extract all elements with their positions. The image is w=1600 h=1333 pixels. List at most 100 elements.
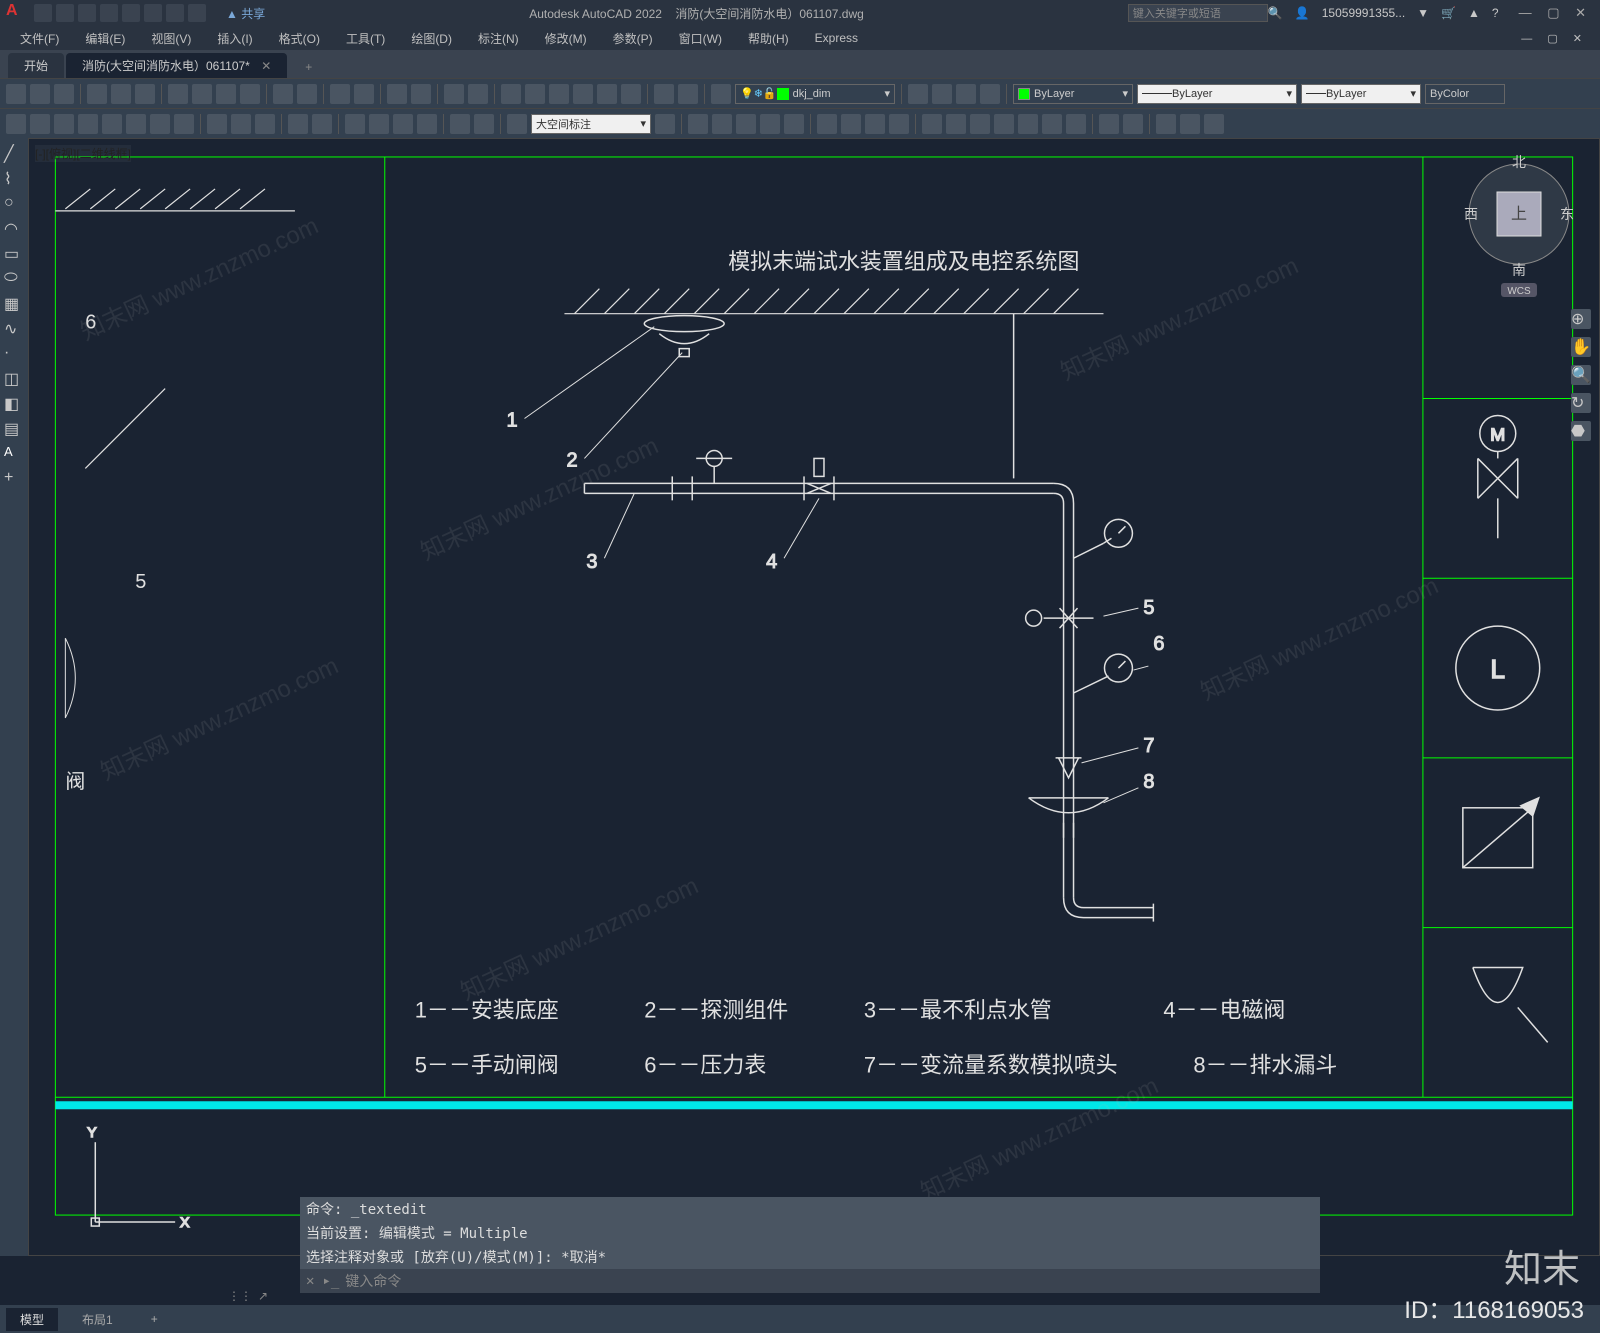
- cmd-close-icon[interactable]: ✕: [306, 1273, 314, 1289]
- help-icon[interactable]: ?: [1492, 6, 1499, 20]
- menu-draw[interactable]: 绘图(D): [399, 28, 464, 49]
- qat-redo-icon[interactable]: [188, 4, 206, 22]
- dimstyle-combo[interactable]: 大空间标注 ▾: [531, 114, 651, 134]
- plotstyle-combo[interactable]: ByColor: [1425, 84, 1505, 104]
- mod-mirror-icon[interactable]: [736, 114, 756, 134]
- color-combo[interactable]: ByLayer ▾: [1013, 84, 1133, 104]
- preview-icon[interactable]: [111, 84, 131, 104]
- user-icon[interactable]: 👤: [1295, 6, 1310, 20]
- qat-new-icon[interactable]: [34, 4, 52, 22]
- draworder2-icon[interactable]: [1123, 114, 1143, 134]
- undo2-icon[interactable]: [330, 84, 350, 104]
- qat-undo-icon[interactable]: [166, 4, 184, 22]
- orbit-icon[interactable]: ↻: [1571, 393, 1591, 413]
- qat-plot-icon[interactable]: [144, 4, 162, 22]
- dim-ang-icon[interactable]: [174, 114, 194, 134]
- cmd-icon[interactable]: [597, 84, 617, 104]
- autodesk-app-icon[interactable]: ▲: [1468, 6, 1480, 20]
- tab-start[interactable]: 开始: [8, 53, 64, 78]
- steering-icon[interactable]: [444, 84, 464, 104]
- layiso-icon[interactable]: [956, 84, 976, 104]
- print-icon[interactable]: [87, 84, 107, 104]
- match-icon[interactable]: [240, 84, 260, 104]
- ref-save-icon[interactable]: [1204, 114, 1224, 134]
- dimstyle-mgr-icon[interactable]: [655, 114, 675, 134]
- dim-arc-icon[interactable]: [54, 114, 74, 134]
- viewport-label[interactable]: [-][俯视][二维线框]: [35, 145, 131, 162]
- open-icon[interactable]: [30, 84, 50, 104]
- region-icon[interactable]: ◧: [4, 394, 24, 414]
- ref-edit-icon[interactable]: [1156, 114, 1176, 134]
- share-button[interactable]: ▲ 共享: [226, 5, 265, 22]
- help-search[interactable]: 键入关键字或短语: [1128, 4, 1268, 22]
- copy-icon[interactable]: [192, 84, 212, 104]
- menu-param[interactable]: 参数(P): [601, 28, 665, 49]
- rect-icon[interactable]: ▭: [4, 244, 24, 264]
- menu-edit[interactable]: 编辑(E): [73, 28, 137, 49]
- handle-icon[interactable]: ⋮⋮: [228, 1289, 252, 1303]
- layout1-tab[interactable]: 布局1: [68, 1308, 127, 1331]
- block-ins-icon[interactable]: ◫: [4, 369, 24, 389]
- menu-insert[interactable]: 插入(I): [205, 28, 264, 49]
- cart-icon[interactable]: 🛒: [1441, 6, 1456, 20]
- user-dropdown-icon[interactable]: ▼: [1417, 6, 1429, 20]
- jog-line-icon[interactable]: [417, 114, 437, 134]
- showmotion-icon[interactable]: [468, 84, 488, 104]
- mod-break-icon[interactable]: [970, 114, 990, 134]
- redo2-icon[interactable]: [354, 84, 374, 104]
- menu-window[interactable]: 窗口(W): [667, 28, 734, 49]
- model-tab[interactable]: 模型: [6, 1308, 58, 1331]
- mod-offset-icon[interactable]: [760, 114, 780, 134]
- dim-quick-icon[interactable]: [207, 114, 227, 134]
- pline-icon[interactable]: ⌇: [4, 169, 24, 189]
- viewcube[interactable]: 北 南 东 西 上 WCS: [1459, 149, 1579, 299]
- dim-space-icon[interactable]: [288, 114, 308, 134]
- tab-close-icon[interactable]: ✕: [261, 59, 271, 73]
- cut-icon[interactable]: [168, 84, 188, 104]
- menu-format[interactable]: 格式(O): [267, 28, 332, 49]
- lineweight-combo[interactable]: ByLayer ▾: [1301, 84, 1421, 104]
- cmd-recent-icon[interactable]: ↗: [258, 1289, 268, 1303]
- addsel-icon[interactable]: +: [4, 469, 24, 489]
- command-window[interactable]: 命令: _textedit 当前设置: 编辑模式 = Multiple 选择注释…: [300, 1197, 1320, 1293]
- qat-save-icon[interactable]: [78, 4, 96, 22]
- draworder-icon[interactable]: [1099, 114, 1119, 134]
- menu-modify[interactable]: 修改(M): [533, 28, 599, 49]
- block2-icon[interactable]: [297, 84, 317, 104]
- new-icon[interactable]: [6, 84, 26, 104]
- block-icon[interactable]: [273, 84, 293, 104]
- mod-join-icon[interactable]: [994, 114, 1014, 134]
- dim-jog-icon[interactable]: [126, 114, 146, 134]
- calc-icon[interactable]: [573, 84, 593, 104]
- tol-icon[interactable]: [345, 114, 365, 134]
- dim-dia-icon[interactable]: [150, 114, 170, 134]
- center-icon[interactable]: [369, 114, 389, 134]
- zoom-icon[interactable]: [411, 84, 431, 104]
- mod-trim-icon[interactable]: [922, 114, 942, 134]
- layprev-icon[interactable]: [932, 84, 952, 104]
- mtext-icon[interactable]: A: [4, 444, 24, 464]
- mod-rotate-icon[interactable]: [841, 114, 861, 134]
- qat-web-icon[interactable]: [122, 4, 140, 22]
- qat-open-icon[interactable]: [56, 4, 74, 22]
- menu-file[interactable]: 文件(F): [8, 28, 71, 49]
- extra2-icon[interactable]: [678, 84, 698, 104]
- menu-view[interactable]: 视图(V): [139, 28, 203, 49]
- mod-move-icon[interactable]: [817, 114, 837, 134]
- paste-icon[interactable]: [216, 84, 236, 104]
- fullnav-icon[interactable]: ⊕: [1571, 309, 1591, 329]
- inspect-icon[interactable]: [393, 114, 413, 134]
- doc-window-controls[interactable]: — ▢ ✕: [1509, 30, 1600, 47]
- sheet-icon[interactable]: [525, 84, 545, 104]
- clean-icon[interactable]: [621, 84, 641, 104]
- spline-icon[interactable]: ∿: [4, 319, 24, 339]
- cmd-input-line[interactable]: ✕ ▸_ 键入命令: [300, 1269, 1320, 1293]
- dim-update-icon[interactable]: [507, 114, 527, 134]
- mod-explode-icon[interactable]: [1066, 114, 1086, 134]
- mod-chamfer-icon[interactable]: [1018, 114, 1038, 134]
- user-name[interactable]: 15059991355...: [1322, 6, 1405, 20]
- drawing-canvas[interactable]: [-][俯视][二维线框] 知末网 www.znzmo.com 知末网 www.…: [28, 138, 1600, 1256]
- dim-ord-icon[interactable]: [78, 114, 98, 134]
- dim-break-icon[interactable]: [312, 114, 332, 134]
- steer-icon[interactable]: ⬣: [1571, 421, 1591, 441]
